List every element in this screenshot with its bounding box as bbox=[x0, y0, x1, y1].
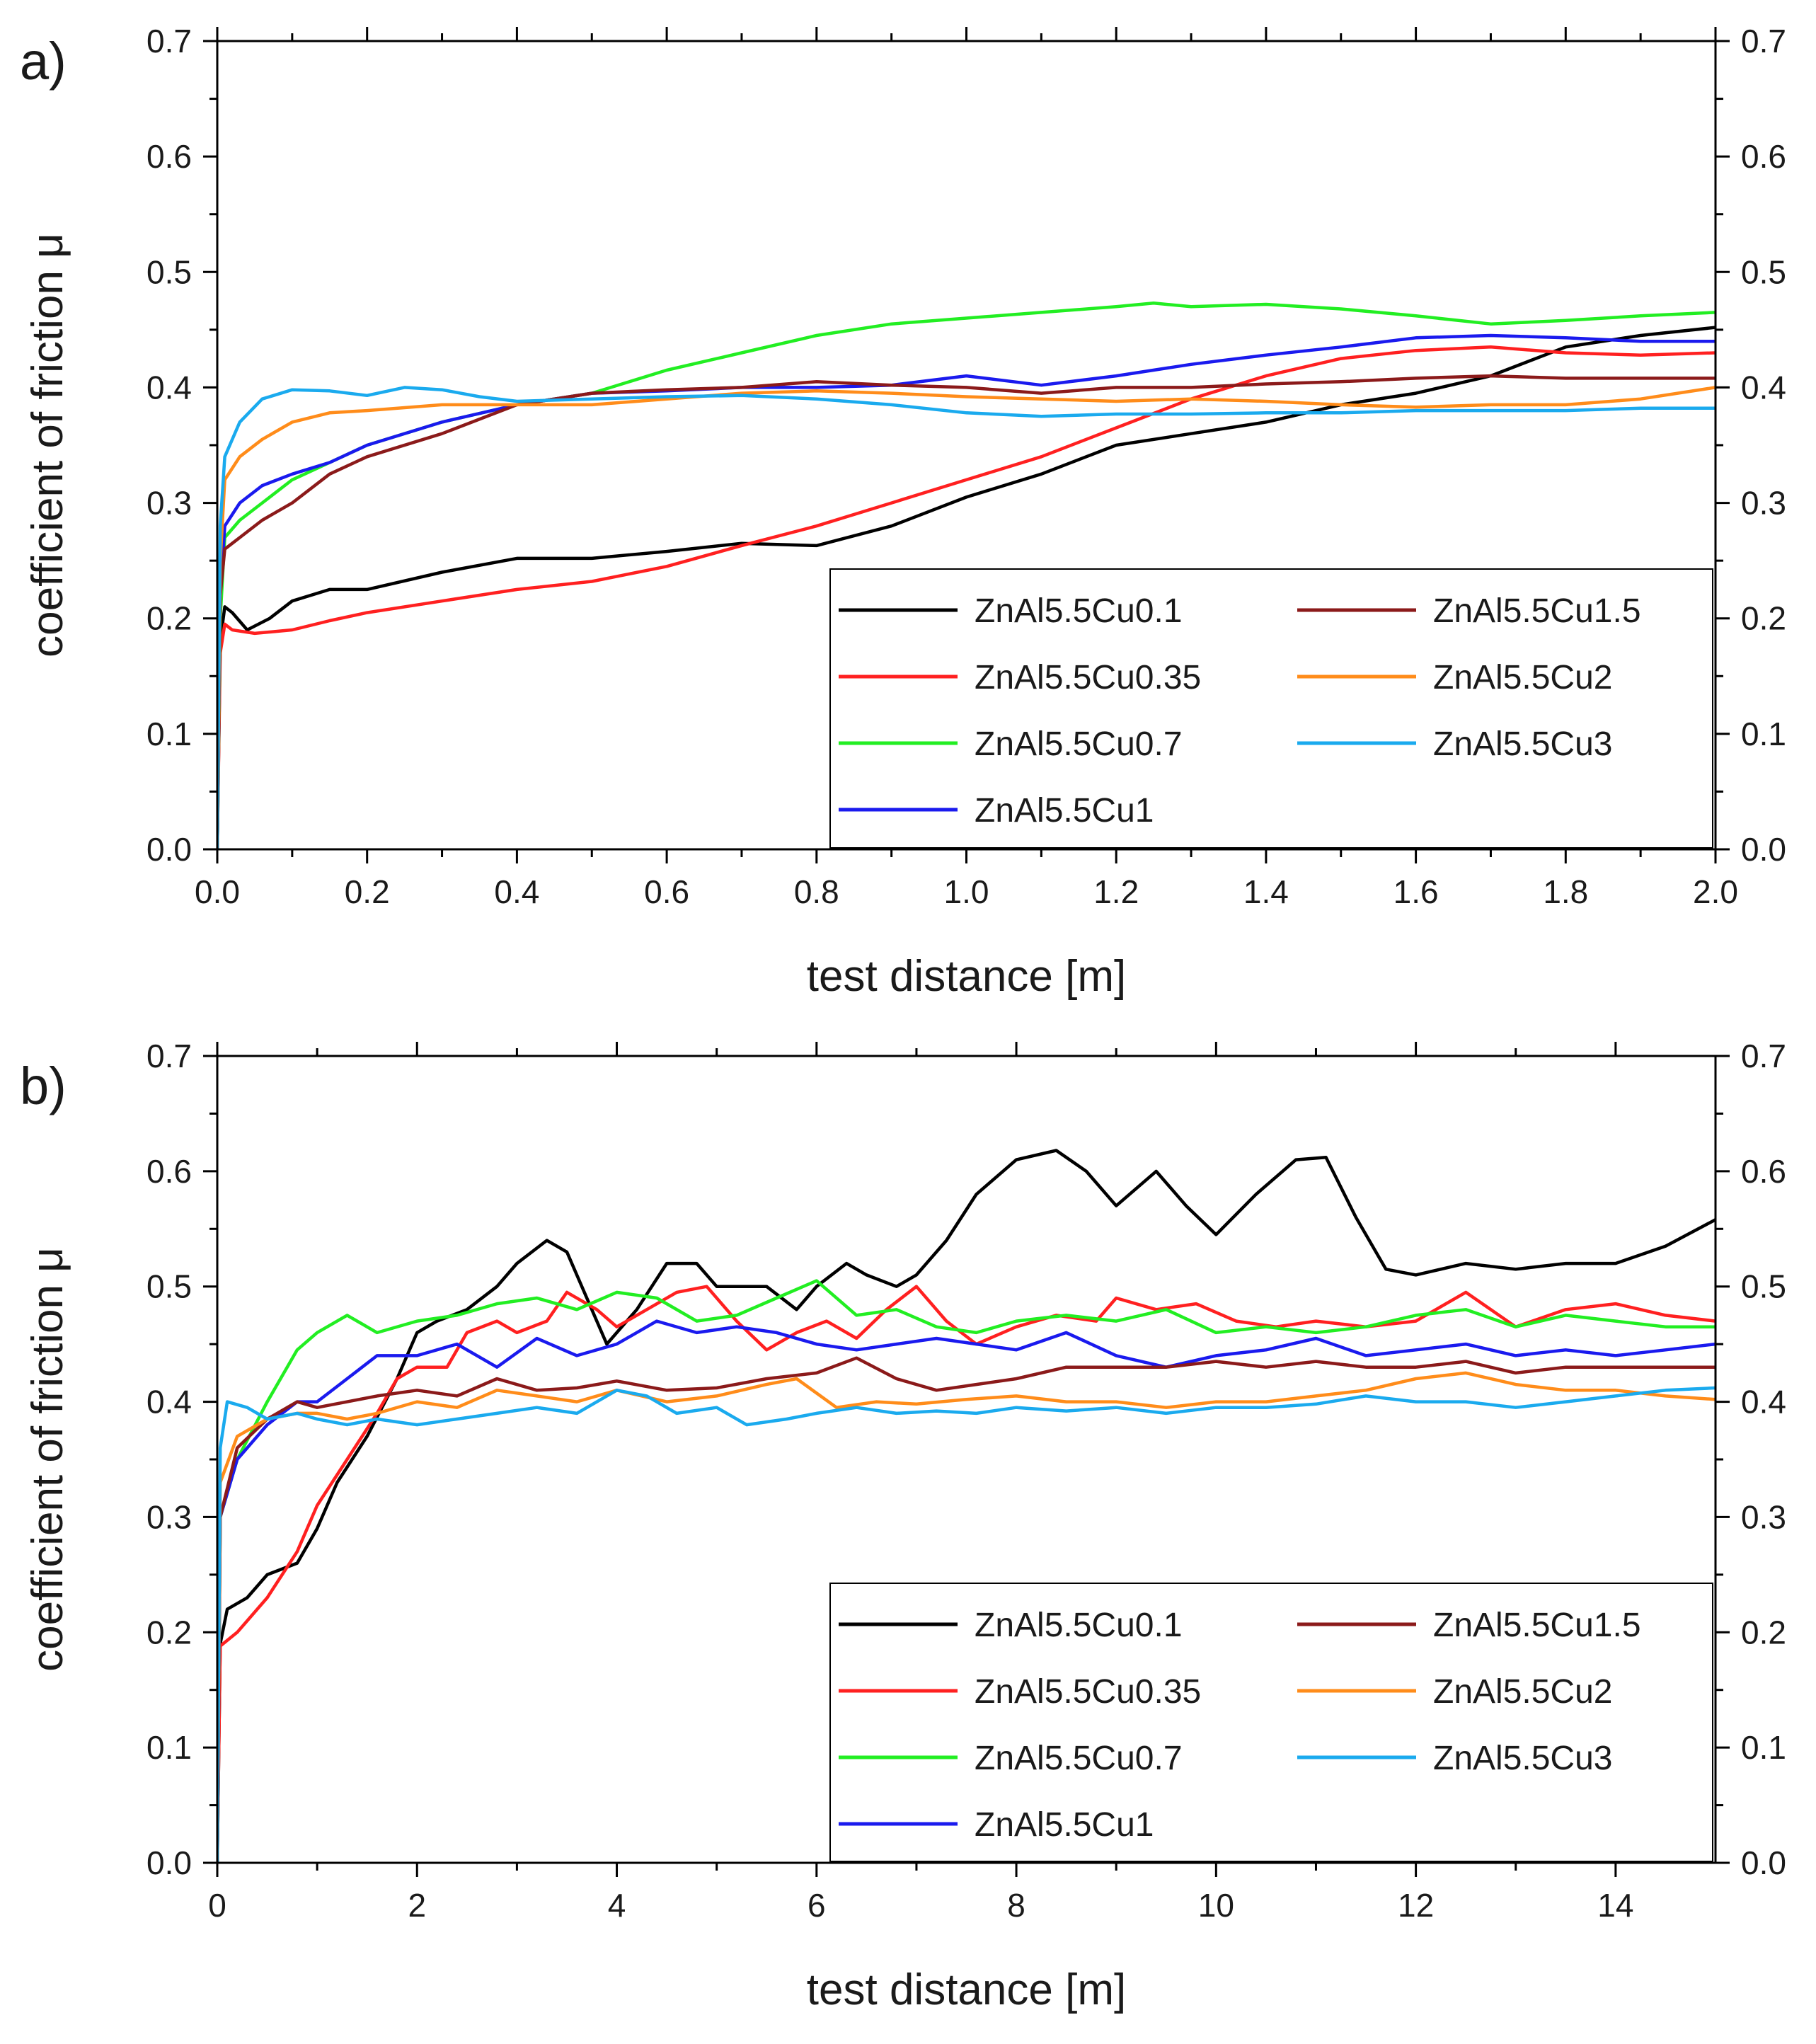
y-tick-label-right: 0.3 bbox=[1741, 1498, 1786, 1535]
legend-label: ZnAl5.5Cu0.35 bbox=[975, 659, 1201, 696]
y-tick-label-right: 0.7 bbox=[1741, 23, 1786, 59]
y-tick-label-left: 0.2 bbox=[146, 1614, 192, 1650]
y-tick-label-left: 0.3 bbox=[146, 485, 192, 522]
y-tick-label-left: 0.1 bbox=[146, 1729, 192, 1766]
x-tick-label: 6 bbox=[808, 1887, 826, 1924]
x-tick-label: 1.6 bbox=[1393, 873, 1439, 910]
series-line-znal5-5cu0-35 bbox=[217, 345, 1716, 849]
x-tick-label: 12 bbox=[1398, 1887, 1434, 1924]
y-tick-label-right: 0.6 bbox=[1741, 138, 1786, 175]
y-tick-label-left: 0.4 bbox=[146, 1384, 192, 1420]
x-tick-label: 0.2 bbox=[345, 873, 390, 910]
series-line-znal5-5cu0-7 bbox=[217, 302, 1716, 849]
x-tick-label: 1.8 bbox=[1543, 873, 1588, 910]
series-line-znal5-5cu1 bbox=[217, 1319, 1716, 1863]
series-line-znal5-5cu0-7 bbox=[217, 1279, 1716, 1863]
legend-label: ZnAl5.5Cu0.1 bbox=[975, 1607, 1183, 1644]
y-axis-title: coefficient of friction μ bbox=[23, 1247, 72, 1672]
legend-label: ZnAl5.5Cu3 bbox=[1433, 725, 1612, 763]
y-tick-label-right: 0.1 bbox=[1741, 1729, 1786, 1766]
series-line-znal5-5cu3 bbox=[217, 386, 1716, 849]
y-tick-label-right: 0.2 bbox=[1741, 600, 1786, 637]
y-tick-label-right: 0.0 bbox=[1741, 831, 1786, 868]
series-line-znal5-5cu2 bbox=[217, 386, 1716, 849]
y-axis-title: coefficient of friction μ bbox=[23, 233, 72, 658]
series-line-znal5-5cu1-5 bbox=[217, 374, 1716, 849]
y-tick-label-right: 0.2 bbox=[1741, 1614, 1786, 1650]
x-tick-label: 2 bbox=[408, 1887, 426, 1924]
y-tick-label-left: 0.0 bbox=[146, 831, 192, 868]
y-tick-label-left: 0.4 bbox=[146, 369, 192, 406]
x-axis-title: test distance [m] bbox=[807, 1965, 1126, 2014]
x-tick-label: 0.8 bbox=[794, 873, 839, 910]
x-tick-label: 2.0 bbox=[1693, 873, 1738, 910]
y-tick-label-right: 0.6 bbox=[1741, 1153, 1786, 1190]
panel-b: 0 2 4 6 8 10 12 14 0.0 0.0 0.1 0.1 0.2 0.2 0.3 0.3 0.4 0.… bbox=[20, 1038, 1786, 2014]
legend-label: ZnAl5.5Cu1.5 bbox=[1433, 1607, 1641, 1644]
x-tick-label: 14 bbox=[1597, 1887, 1633, 1924]
y-tick-label-left: 0.5 bbox=[146, 253, 192, 290]
x-axis-title: test distance [m] bbox=[807, 952, 1126, 1001]
x-tick-label: 0.4 bbox=[494, 873, 539, 910]
legend-label: ZnAl5.5Cu2 bbox=[1433, 659, 1612, 696]
x-tick-label: 0.0 bbox=[195, 873, 240, 910]
x-tick-label: 1.0 bbox=[944, 873, 989, 910]
legend-label: ZnAl5.5Cu0.7 bbox=[975, 1740, 1183, 1777]
x-tick-label: 1.4 bbox=[1243, 873, 1289, 910]
panel-a: 0.0 0.2 0.4 0.6 0.8 1.0 1.2 1.4 1.6 1.8 2.00.0 0.00… bbox=[20, 23, 1786, 1001]
legend-label: ZnAl5.5Cu3 bbox=[1433, 1740, 1612, 1777]
y-tick-label-right: 0.4 bbox=[1741, 369, 1786, 406]
x-tick-label: 1.2 bbox=[1093, 873, 1139, 910]
legend-label: ZnAl5.5Cu1.5 bbox=[1433, 592, 1641, 630]
y-tick-label-left: 0.2 bbox=[146, 600, 192, 637]
x-tick-label: 10 bbox=[1198, 1887, 1234, 1924]
y-tick-label-left: 0.6 bbox=[146, 1153, 192, 1190]
x-tick-label: 0 bbox=[208, 1887, 226, 1924]
legend-label: ZnAl5.5Cu0.35 bbox=[975, 1673, 1201, 1711]
y-tick-label-left: 0.7 bbox=[146, 1038, 192, 1074]
series-line-znal5-5cu1 bbox=[217, 333, 1716, 849]
series-line-znal5-5cu3 bbox=[217, 1386, 1716, 1863]
series-line-znal5-5cu2 bbox=[217, 1371, 1716, 1863]
y-tick-label-right: 0.0 bbox=[1741, 1844, 1786, 1881]
series-line-znal5-5cu1-5 bbox=[217, 1356, 1716, 1863]
y-tick-label-right: 0.7 bbox=[1741, 1038, 1786, 1074]
x-tick-label: 4 bbox=[608, 1887, 626, 1924]
y-tick-label-left: 0.5 bbox=[146, 1268, 192, 1305]
panel-label: b) bbox=[20, 1057, 67, 1115]
y-tick-label-right: 0.3 bbox=[1741, 485, 1786, 522]
y-tick-label-left: 0.1 bbox=[146, 716, 192, 752]
legend-label: ZnAl5.5Cu1 bbox=[975, 792, 1154, 829]
y-tick-label-right: 0.5 bbox=[1741, 253, 1786, 290]
series-line-znal5-5cu0-35 bbox=[217, 1285, 1716, 1863]
legend-label: ZnAl5.5Cu1 bbox=[975, 1806, 1154, 1844]
series-line-znal5-5cu0-1 bbox=[217, 326, 1716, 849]
legend-box bbox=[829, 1583, 1713, 1862]
y-tick-label-right: 0.5 bbox=[1741, 1268, 1786, 1305]
y-tick-label-left: 0.3 bbox=[146, 1498, 192, 1535]
panel-label: a) bbox=[20, 32, 67, 91]
series-group bbox=[217, 302, 1716, 849]
legend-label: ZnAl5.5Cu0.1 bbox=[975, 592, 1183, 630]
y-tick-label-left: 0.6 bbox=[146, 138, 192, 175]
legend-label: ZnAl5.5Cu0.7 bbox=[975, 725, 1183, 763]
series-group bbox=[217, 1149, 1716, 1863]
y-tick-label-right: 0.4 bbox=[1741, 1384, 1786, 1420]
y-tick-label-left: 0.0 bbox=[146, 1844, 192, 1881]
legend-label: ZnAl5.5Cu2 bbox=[1433, 1673, 1612, 1711]
x-tick-label: 0.6 bbox=[644, 873, 689, 910]
x-tick-label: 8 bbox=[1007, 1887, 1025, 1924]
y-tick-label-right: 0.1 bbox=[1741, 716, 1786, 752]
legend-box bbox=[829, 568, 1713, 849]
y-tick-label-left: 0.7 bbox=[146, 23, 192, 59]
